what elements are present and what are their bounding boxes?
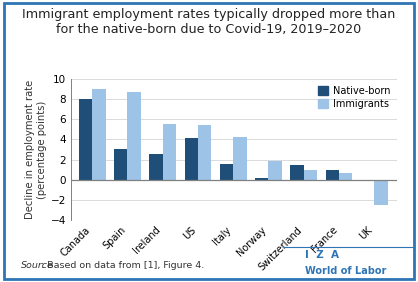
Text: : Based on data from [1], Figure 4.: : Based on data from [1], Figure 4. — [41, 261, 204, 270]
Text: World of Labor: World of Labor — [305, 266, 387, 276]
Bar — [92, 89, 106, 180]
Text: I  Z  A: I Z A — [305, 250, 339, 260]
Text: Source: Source — [21, 261, 54, 270]
Bar — [127, 92, 141, 180]
Text: Immigrant employment rates typically dropped more than
for the native-born due t: Immigrant employment rates typically dro… — [22, 8, 396, 36]
Bar — [326, 169, 339, 180]
Bar — [220, 164, 233, 180]
Bar — [339, 173, 352, 180]
Y-axis label: Decline in employment rate
(percentage points): Decline in employment rate (percentage p… — [25, 80, 47, 219]
Bar — [233, 137, 247, 180]
Bar — [198, 125, 212, 180]
Bar — [290, 165, 304, 180]
Bar — [79, 99, 92, 180]
Bar — [163, 124, 176, 180]
Legend: Native-born, Immigrants: Native-born, Immigrants — [316, 84, 392, 111]
Bar — [114, 149, 127, 180]
Bar — [149, 155, 163, 180]
Bar — [304, 169, 317, 180]
Bar — [255, 178, 268, 180]
Bar — [374, 180, 387, 205]
Bar — [268, 160, 282, 180]
Bar — [185, 138, 198, 180]
